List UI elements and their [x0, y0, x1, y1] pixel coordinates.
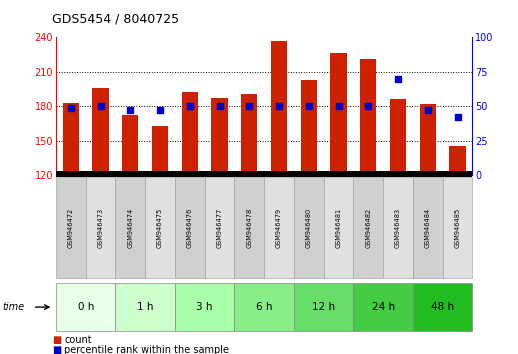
Bar: [271, 41, 287, 175]
Text: GDS5454 / 8040725: GDS5454 / 8040725: [52, 12, 179, 25]
Text: ■: ■: [52, 335, 61, 345]
Text: 24 h: 24 h: [371, 302, 395, 312]
Point: [215, 103, 224, 109]
Bar: [449, 147, 466, 175]
Text: GSM946473: GSM946473: [97, 207, 104, 247]
Bar: [420, 104, 436, 175]
Text: 3 h: 3 h: [196, 302, 213, 312]
Text: 12 h: 12 h: [312, 302, 335, 312]
Text: GSM946483: GSM946483: [395, 207, 401, 247]
Text: count: count: [64, 335, 92, 345]
Text: GSM946479: GSM946479: [276, 207, 282, 247]
Point: [67, 105, 75, 110]
Text: percentile rank within the sample: percentile rank within the sample: [64, 345, 229, 354]
Bar: [182, 92, 198, 175]
Bar: [92, 88, 109, 175]
Point: [364, 103, 372, 109]
Point: [394, 76, 402, 81]
Text: GSM946481: GSM946481: [336, 207, 341, 247]
Bar: [152, 126, 168, 175]
Point: [126, 108, 135, 113]
Bar: [360, 59, 377, 175]
Text: 6 h: 6 h: [256, 302, 272, 312]
Text: GSM946480: GSM946480: [306, 207, 312, 247]
Point: [245, 103, 253, 109]
Text: 1 h: 1 h: [137, 302, 153, 312]
Text: GSM946472: GSM946472: [68, 207, 74, 247]
Text: GSM946484: GSM946484: [425, 207, 431, 247]
Point: [96, 103, 105, 109]
Text: GSM946478: GSM946478: [246, 207, 252, 247]
Bar: [63, 103, 79, 175]
Point: [156, 108, 164, 113]
Text: GSM946474: GSM946474: [127, 207, 133, 247]
Bar: [330, 53, 347, 175]
Text: GSM946485: GSM946485: [454, 207, 461, 247]
Point: [424, 108, 432, 113]
Text: GSM946482: GSM946482: [365, 207, 371, 247]
Text: 48 h: 48 h: [431, 302, 454, 312]
Point: [335, 103, 343, 109]
Bar: [122, 115, 138, 175]
Point: [305, 103, 313, 109]
Bar: [300, 80, 317, 175]
Text: GSM946475: GSM946475: [157, 207, 163, 247]
Bar: [390, 99, 406, 175]
Text: 0 h: 0 h: [78, 302, 94, 312]
Bar: [241, 93, 257, 175]
Text: ■: ■: [52, 345, 61, 354]
Text: GSM946476: GSM946476: [187, 207, 193, 247]
Text: time: time: [3, 302, 25, 312]
Point: [453, 114, 462, 120]
Bar: [211, 98, 228, 175]
Point: [275, 103, 283, 109]
Text: GSM946477: GSM946477: [217, 207, 223, 247]
Point: [185, 103, 194, 109]
